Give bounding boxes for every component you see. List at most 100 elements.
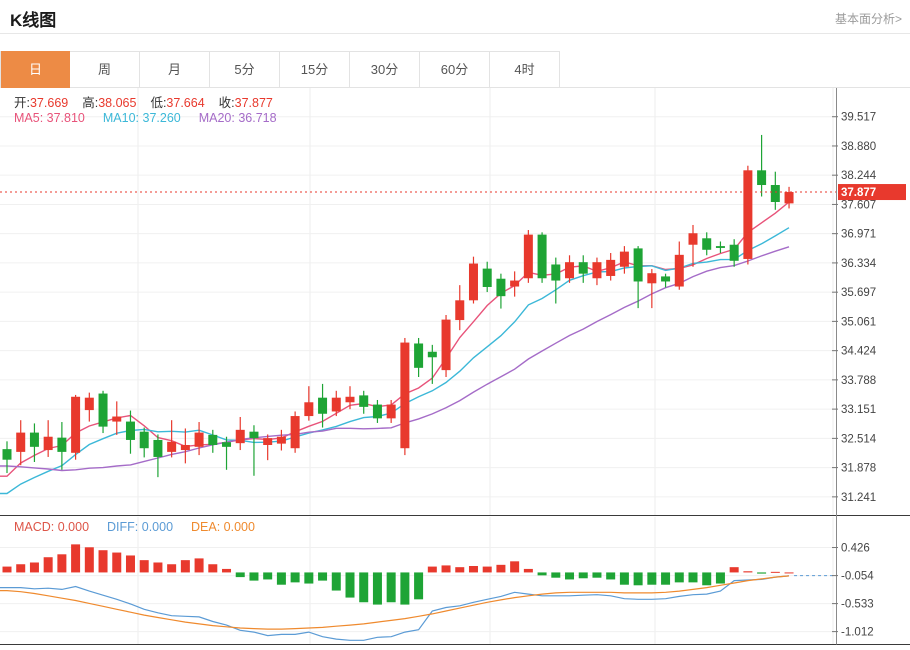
candle-body — [441, 319, 451, 371]
macd-hist-bar — [153, 562, 163, 573]
macd-hist-bar — [784, 572, 794, 574]
macd-hist-bar — [304, 572, 314, 584]
macd-hist-bar — [729, 567, 739, 573]
current-price-label: 37.877 — [841, 187, 876, 199]
macd-hist-bar — [537, 572, 547, 576]
candle-body — [318, 397, 328, 414]
candle-body — [606, 259, 616, 276]
tab-30分[interactable]: 30分 — [350, 51, 420, 87]
candle-body — [372, 404, 382, 419]
candle-body — [125, 421, 135, 440]
candle-body — [359, 395, 369, 407]
candle-body — [496, 278, 506, 297]
legend-item: MA10: 37.260 — [102, 111, 181, 125]
candle-body — [400, 342, 410, 449]
fundamental-analysis-link[interactable]: 基本面分析> — [834, 12, 902, 26]
page-title: K线图 — [10, 11, 57, 30]
candle-body — [235, 429, 245, 444]
y-axis-label: 33.788 — [841, 375, 876, 387]
macd-hist-bar — [715, 572, 725, 584]
macd-hist-bar — [43, 557, 53, 573]
legend-item: 收:37.877 — [218, 96, 273, 110]
tab-周[interactable]: 周 — [70, 51, 140, 87]
macd-hist-bar — [290, 572, 300, 583]
macd-hist-bar — [386, 572, 396, 603]
ma5-line — [0, 201, 790, 477]
y-axis-label: 34.424 — [841, 346, 877, 358]
candle-body — [565, 262, 575, 279]
y-axis-label: -1.012 — [841, 627, 874, 639]
legend-item: MA20: 36.718 — [198, 111, 277, 125]
y-axis-label: 31.241 — [841, 492, 876, 504]
macd-hist-bar — [455, 567, 465, 573]
candle-body — [757, 170, 767, 186]
macd-hist-bar — [523, 568, 533, 573]
macd-hist-bar — [125, 555, 135, 573]
tab-4时[interactable]: 4时 — [490, 51, 560, 87]
y-axis-label: 38.880 — [841, 141, 876, 153]
y-axis-label: 31.878 — [841, 463, 876, 475]
y-axis-label: 32.514 — [841, 433, 877, 445]
candle-body — [523, 234, 533, 279]
macd-hist-bar — [578, 572, 588, 579]
tab-60分[interactable]: 60分 — [420, 51, 490, 87]
candle-body — [619, 251, 629, 267]
y-axis-label: 33.151 — [841, 404, 876, 416]
macd-hist-bar — [57, 554, 67, 573]
candle-body — [263, 438, 273, 445]
macd-hist-bar — [688, 572, 698, 583]
y-axis-label: -0.054 — [841, 571, 874, 583]
macd-hist-bar — [359, 572, 369, 603]
candle-body — [633, 248, 643, 282]
candle-body — [167, 441, 177, 452]
y-axis-label: 37.607 — [841, 199, 876, 211]
macd-hist-bar — [139, 560, 149, 573]
candle-body — [537, 234, 547, 279]
macd-hist-bar — [222, 568, 232, 573]
legend-item: MACD: 0.000 — [14, 520, 90, 534]
candle-body — [661, 276, 671, 282]
macd-hist-bar — [84, 547, 94, 573]
candle-body — [729, 244, 739, 261]
dea-line — [0, 575, 790, 630]
macd-hist-bar — [112, 552, 122, 573]
tab-15分[interactable]: 15分 — [280, 51, 350, 87]
candle-body — [139, 431, 149, 449]
legend-item: 低:37.664 — [150, 96, 205, 110]
macd-hist-bar — [427, 566, 437, 573]
macd-hist-bar — [249, 572, 259, 581]
candle-body — [208, 434, 218, 445]
candle-body — [386, 404, 396, 419]
macd-hist-bar — [510, 561, 520, 573]
y-axis-label: 38.244 — [841, 170, 877, 182]
macd-hist-bar — [551, 572, 561, 578]
title-divider — [0, 33, 910, 34]
ma20-line — [0, 246, 790, 472]
macd-hist-bar — [180, 560, 190, 573]
macd-hist-bar — [167, 564, 177, 573]
candle-body — [304, 402, 314, 417]
macd-hist-bar — [318, 572, 328, 581]
ma10-line — [0, 227, 790, 495]
macd-hist-bar — [29, 562, 39, 573]
candle-body — [180, 444, 190, 451]
candle-body — [29, 432, 39, 447]
y-axis-label: 35.697 — [841, 287, 876, 299]
candle-body — [551, 264, 561, 281]
candle-body — [592, 262, 602, 279]
tab-日[interactable]: 日 — [0, 51, 70, 88]
macd-hist-bar — [468, 565, 478, 573]
candle-body — [688, 233, 698, 245]
macd-hist-bar — [400, 572, 410, 605]
macd-hist-bar — [2, 566, 12, 573]
tab-月[interactable]: 月 — [140, 51, 210, 87]
macd-hist-bar — [441, 565, 451, 573]
candle-body — [2, 449, 12, 460]
tab-bar: 日周月 5分 15分 30分 60分 4时 — [0, 51, 910, 88]
y-axis-label: 36.971 — [841, 229, 876, 241]
tab-5分[interactable]: 5分 — [210, 51, 280, 87]
legend-item: MA5: 37.810 — [14, 111, 85, 125]
macd-hist-bar — [770, 571, 780, 573]
candle-body — [414, 343, 424, 368]
